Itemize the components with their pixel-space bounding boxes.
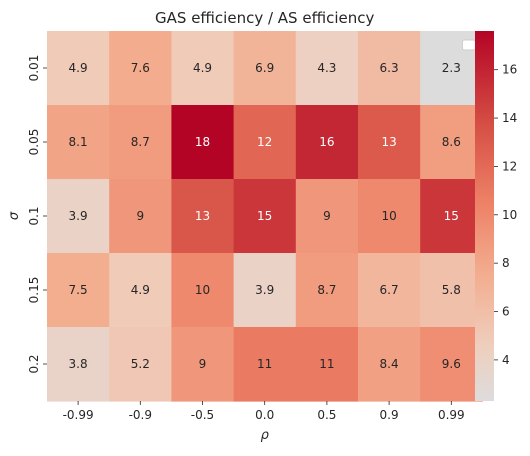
cell-label-r0-c2: 4.9 bbox=[193, 61, 212, 75]
legend-box bbox=[461, 39, 476, 51]
heatmap-cell-r2-c0 bbox=[47, 179, 110, 254]
cell-label-r4-c6: 9.6 bbox=[442, 357, 461, 371]
heatmap-cell-r3-c3 bbox=[233, 253, 297, 328]
y-tick-label-2: 0.1 bbox=[27, 206, 41, 225]
cell-label-r3-c5: 6.7 bbox=[380, 283, 399, 297]
heatmap-cell-r0-c3 bbox=[233, 31, 297, 106]
cell-label-r1-c5: 13 bbox=[381, 135, 396, 149]
heatmap-cell-r4-c6 bbox=[420, 327, 483, 402]
heatmap-cell-r2-c2 bbox=[171, 179, 235, 254]
cell-label-r2-c1: 9 bbox=[136, 209, 144, 223]
cell-label-r3-c6: 5.8 bbox=[442, 283, 461, 297]
colorbar-tick-label-1: 6 bbox=[502, 305, 510, 319]
colorbar-tick-label-2: 8 bbox=[502, 256, 510, 270]
heatmap-cell-r1-c5 bbox=[358, 105, 421, 180]
cell-label-r2-c5: 10 bbox=[381, 209, 396, 223]
heatmap-cell-r2-c4 bbox=[295, 179, 359, 254]
x-axis-ticks: -0.99 -0.9 -0.5 0.0 0.5 0.9 0.99 bbox=[63, 401, 465, 422]
colorbar-tick-label-4: 12 bbox=[502, 159, 517, 173]
cell-label-r2-c6: 15 bbox=[444, 209, 459, 223]
cell-label-r4-c1: 5.2 bbox=[131, 357, 150, 371]
cell-label-r1-c3: 12 bbox=[257, 135, 272, 149]
heatmap-cell-r0-c5 bbox=[358, 31, 421, 106]
heatmap-cell-r3-c5 bbox=[358, 253, 421, 328]
cell-label-r3-c4: 8.7 bbox=[317, 283, 336, 297]
cell-label-r0-c0: 4.9 bbox=[69, 61, 88, 75]
heatmap-cell-r4-c4 bbox=[295, 327, 359, 402]
heatmap-cell-r2-c6 bbox=[420, 179, 483, 254]
colorbar-ticks: 4 6 8 10 12 14 16 bbox=[494, 63, 517, 367]
x-axis-label: ρ bbox=[261, 428, 270, 443]
heatmap-cell-r0-c4 bbox=[295, 31, 359, 106]
heatmap-cell-r3-c1 bbox=[109, 253, 172, 328]
heatmap-cell-r3-c2 bbox=[171, 253, 235, 328]
heatmap-cell-r4-c3 bbox=[233, 327, 297, 402]
cell-label-r4-c3: 11 bbox=[257, 357, 272, 371]
heatmap-cell-r4-c5 bbox=[358, 327, 421, 402]
cell-label-r4-c0: 3.8 bbox=[69, 357, 88, 371]
heatmap-cell-r4-c0 bbox=[47, 327, 110, 402]
cell-label-r1-c6: 8.6 bbox=[442, 135, 461, 149]
cell-label-r0-c1: 7.6 bbox=[131, 61, 150, 75]
cell-label-r4-c5: 8.4 bbox=[380, 357, 399, 371]
cell-label-r2-c4: 9 bbox=[323, 209, 331, 223]
heatmap-cell-r1-c3 bbox=[233, 105, 297, 180]
cell-label-r1-c0: 8.1 bbox=[69, 135, 88, 149]
x-tick-label-2: -0.5 bbox=[191, 408, 214, 422]
y-tick-label-0: 0.01 bbox=[27, 55, 41, 82]
heatmap-cells bbox=[47, 31, 483, 402]
heatmap-cell-r0-c2 bbox=[171, 31, 235, 106]
cell-label-r3-c1: 4.9 bbox=[131, 283, 150, 297]
cell-label-r0-c3: 6.9 bbox=[255, 61, 274, 75]
heatmap-cell-r0-c1 bbox=[109, 31, 172, 106]
colorbar bbox=[475, 31, 494, 401]
cell-label-r3-c0: 7.5 bbox=[69, 283, 88, 297]
cell-label-r1-c2: 18 bbox=[195, 135, 210, 149]
cell-label-r4-c4: 11 bbox=[319, 357, 334, 371]
chart-title: GAS efficiency / AS efficiency bbox=[155, 9, 374, 27]
heatmap-cell-r4-c2 bbox=[171, 327, 235, 402]
cell-label-r0-c6: 2.3 bbox=[442, 61, 461, 75]
heatmap-cell-r3-c0 bbox=[47, 253, 110, 328]
x-tick-label-6: 0.99 bbox=[438, 408, 465, 422]
heatmap-cell-r2-c3 bbox=[233, 179, 297, 254]
y-tick-label-1: 0.05 bbox=[27, 129, 41, 156]
heatmap-cell-r1-c1 bbox=[109, 105, 172, 180]
cell-annotations: 4.9 7.6 4.9 6.9 4.3 6.3 2.3 8.1 8.7 18 12 16 13 8.6 3.… bbox=[69, 61, 461, 371]
y-tick-label-4: 0.2 bbox=[27, 354, 41, 373]
colorbar-tick-label-5: 14 bbox=[502, 111, 517, 125]
heatmap-cell-r0-c0 bbox=[47, 31, 110, 106]
heatmap-cell-r4-c1 bbox=[109, 327, 172, 402]
colorbar-tick-label-0: 4 bbox=[502, 353, 510, 367]
cell-label-r1-c4: 16 bbox=[319, 135, 334, 149]
cell-label-r1-c1: 8.7 bbox=[131, 135, 150, 149]
x-tick-label-1: -0.9 bbox=[129, 408, 152, 422]
colorbar-tick-label-6: 16 bbox=[502, 63, 517, 77]
y-axis-label: σ bbox=[7, 211, 22, 220]
cell-label-r0-c4: 4.3 bbox=[317, 61, 336, 75]
heatmap-cell-r2-c5 bbox=[358, 179, 421, 254]
colorbar-tick-label-3: 10 bbox=[502, 208, 517, 222]
cell-label-r3-c2: 10 bbox=[195, 283, 210, 297]
heatmap-cell-r1-c2 bbox=[171, 105, 235, 180]
cell-label-r2-c0: 3.9 bbox=[69, 209, 88, 223]
y-axis-ticks: 0.01 0.05 0.1 0.15 0.2 bbox=[27, 55, 47, 374]
heatmap-cell-r2-c1 bbox=[109, 179, 172, 254]
cell-label-r0-c5: 6.3 bbox=[380, 61, 399, 75]
y-tick-label-3: 0.15 bbox=[27, 277, 41, 304]
heatmap-cell-r3-c4 bbox=[295, 253, 359, 328]
heatmap-cell-r1-c0 bbox=[47, 105, 110, 180]
cell-label-r2-c3: 15 bbox=[257, 209, 272, 223]
x-tick-label-0: -0.99 bbox=[63, 408, 94, 422]
cell-label-r3-c3: 3.9 bbox=[255, 283, 274, 297]
x-tick-label-4: 0.5 bbox=[317, 408, 336, 422]
x-tick-label-3: 0.0 bbox=[255, 408, 274, 422]
heatmap-cell-r1-c4 bbox=[295, 105, 359, 180]
cell-label-r2-c2: 13 bbox=[195, 209, 210, 223]
x-tick-label-5: 0.9 bbox=[380, 408, 399, 422]
cell-label-r4-c2: 9 bbox=[199, 357, 207, 371]
heatmap-cell-r3-c6 bbox=[420, 253, 483, 328]
heatmap-cell-r1-c6 bbox=[420, 105, 483, 180]
